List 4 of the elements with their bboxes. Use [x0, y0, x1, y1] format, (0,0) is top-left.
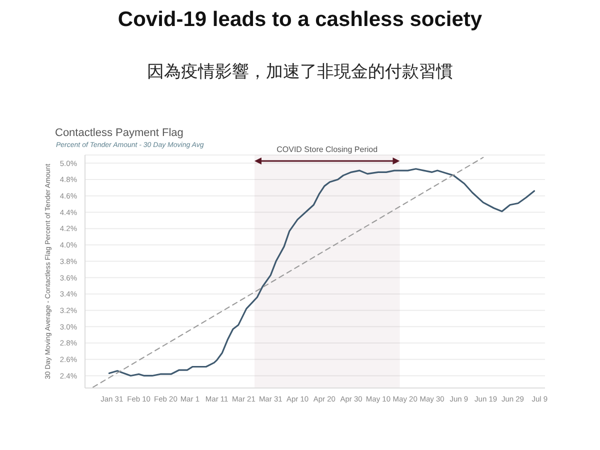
- chart-subtitle: 因為疫情影響，加速了非現金的付款習慣: [146, 61, 454, 83]
- band-label: COVID Store Closing Period: [276, 145, 378, 154]
- chart-title: Covid-19 leads to a cashless society: [116, 8, 484, 32]
- text: Contactless Payment Flag: [55, 127, 184, 139]
